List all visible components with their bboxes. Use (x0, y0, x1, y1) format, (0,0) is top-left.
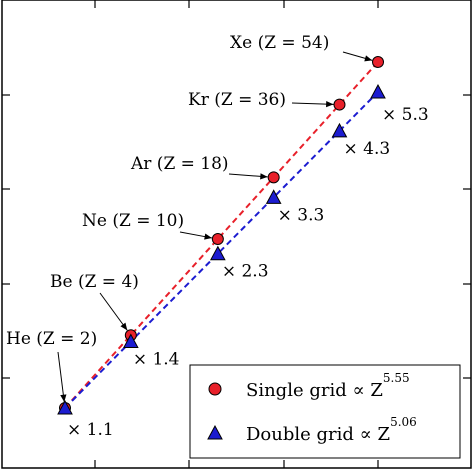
arrow-line-1 (99, 292, 128, 331)
ratio-label-4: × 4.3 (343, 139, 390, 159)
single-grid-line (64, 61, 379, 409)
double-point-5 (370, 83, 386, 99)
double-point-4 (331, 122, 348, 138)
double-grid-line (64, 91, 379, 409)
legend-label-single: Single grid ∝ Z5.55 (246, 371, 410, 401)
arrow-head-4 (326, 101, 334, 108)
single-point-4 (333, 98, 346, 111)
ratio-label-0: × 1.1 (67, 420, 114, 440)
arrow-head-0 (60, 394, 67, 403)
single-point-5 (372, 56, 384, 68)
element-label-2: Ne (Z = 10) (82, 211, 184, 231)
legend-marker-double (207, 424, 223, 440)
double-point-3 (265, 189, 282, 204)
legend-marker-single (208, 382, 222, 396)
double-point-1 (122, 333, 139, 349)
arrow-head-3 (260, 173, 268, 180)
element-label-0: He (Z = 2) (6, 329, 97, 349)
axis-ticks (2, 0, 471, 468)
element-label-4: Kr (Z = 36) (188, 90, 286, 110)
ratio-label-5: × 5.3 (382, 105, 429, 125)
legend-label-double: Double grid ∝ Z5.06 (246, 415, 417, 445)
single-point-2 (211, 233, 224, 246)
double-point-0 (57, 399, 73, 415)
arrow-head-2 (204, 233, 212, 240)
element-label-3: Ar (Z = 18) (130, 154, 229, 174)
data-markers (57, 56, 386, 415)
element-label-1: Be (Z = 4) (50, 272, 139, 292)
point-labels: He (Z = 2) Be (Z = 4) Ne (Z = 10) Ar (Z = 1… (6, 33, 429, 440)
arrow-head-5 (364, 55, 373, 62)
arrow-head-1 (120, 322, 128, 331)
element-label-5: Xe (Z = 54) (230, 33, 329, 53)
double-point-2 (210, 245, 226, 261)
legend: Single grid ∝ Z5.55 Double grid ∝ Z5.06 (189, 364, 461, 459)
ratio-label-2: × 2.3 (222, 262, 269, 282)
ratio-label-3: × 3.3 (278, 205, 325, 225)
legend-box (189, 364, 461, 459)
single-point-3 (267, 171, 280, 184)
fit-lines (64, 61, 379, 409)
arrow-line-0 (57, 351, 65, 403)
label-arrows (57, 51, 373, 403)
ratio-label-1: × 1.4 (133, 350, 180, 370)
